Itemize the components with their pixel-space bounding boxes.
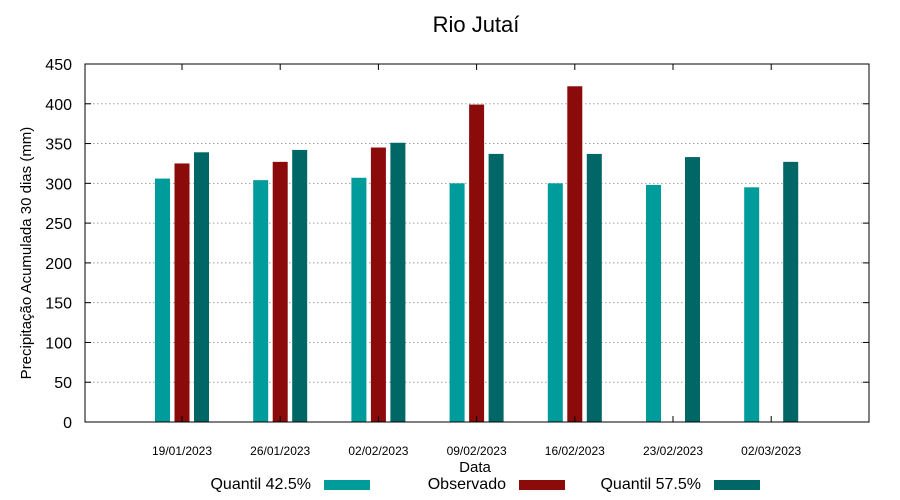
- y-tick-label: 100: [45, 335, 72, 352]
- bar: [370, 147, 386, 423]
- y-tick-label: 50: [54, 375, 72, 392]
- x-tick-label: 16/02/2023: [545, 444, 605, 458]
- bar: [685, 157, 700, 422]
- x-tick-label: 02/02/2023: [348, 444, 408, 458]
- bar: [390, 142, 406, 422]
- y-tick-label: 250: [45, 216, 72, 233]
- bar: [744, 187, 760, 422]
- x-axis-ticks: 19/01/2023 26/01/2023 02/02/2023 09/02/2023…: [152, 64, 802, 458]
- bar: [449, 183, 465, 422]
- legend-label: Quantil 57.5%: [600, 476, 701, 493]
- bar: [292, 149, 308, 423]
- x-tick-label: 23/02/2023: [643, 444, 703, 458]
- legend-swatch: [714, 480, 760, 490]
- legend: Quantil 42.5% Observado Quantil 57.5%: [210, 476, 760, 493]
- y-tick-label: 150: [45, 296, 72, 313]
- y-tick-label: 200: [45, 256, 72, 273]
- y-tick-label: 300: [45, 176, 72, 193]
- bar: [155, 178, 170, 422]
- x-tick-label: 02/03/2023: [741, 444, 801, 458]
- bar: [586, 153, 602, 423]
- y-axis-ticks: 0 50 100 150 200 250 300 350 400 450: [45, 57, 869, 432]
- chart-title: Rio Jutaí: [433, 12, 520, 37]
- bar: [567, 86, 583, 422]
- y-tick-label: 350: [45, 137, 72, 154]
- x-tick-label: 09/02/2023: [447, 444, 507, 458]
- x-axis-label: Data: [459, 459, 491, 476]
- x-tick-label: 19/01/2023: [152, 444, 212, 458]
- bar: [488, 153, 504, 423]
- bar: [646, 184, 661, 422]
- y-axis-label: Precipitação Acumulada 30 dias (mm): [18, 127, 35, 380]
- bars: [155, 86, 799, 423]
- bar: [272, 161, 288, 422]
- bar: [194, 152, 209, 422]
- bar: [174, 163, 190, 422]
- legend-label: Observado: [428, 476, 506, 493]
- y-tick-label: 0: [63, 415, 72, 432]
- y-tick-label: 400: [45, 97, 72, 114]
- legend-swatch: [519, 480, 565, 490]
- legend-label: Quantil 42.5%: [210, 476, 311, 493]
- bar: [351, 177, 367, 422]
- x-tick-label: 26/01/2023: [250, 444, 310, 458]
- bar: [783, 161, 799, 422]
- y-tick-label: 450: [45, 57, 72, 74]
- bar: [547, 183, 563, 422]
- legend-swatch: [324, 480, 370, 490]
- bar: [253, 180, 269, 422]
- bar: [469, 104, 485, 422]
